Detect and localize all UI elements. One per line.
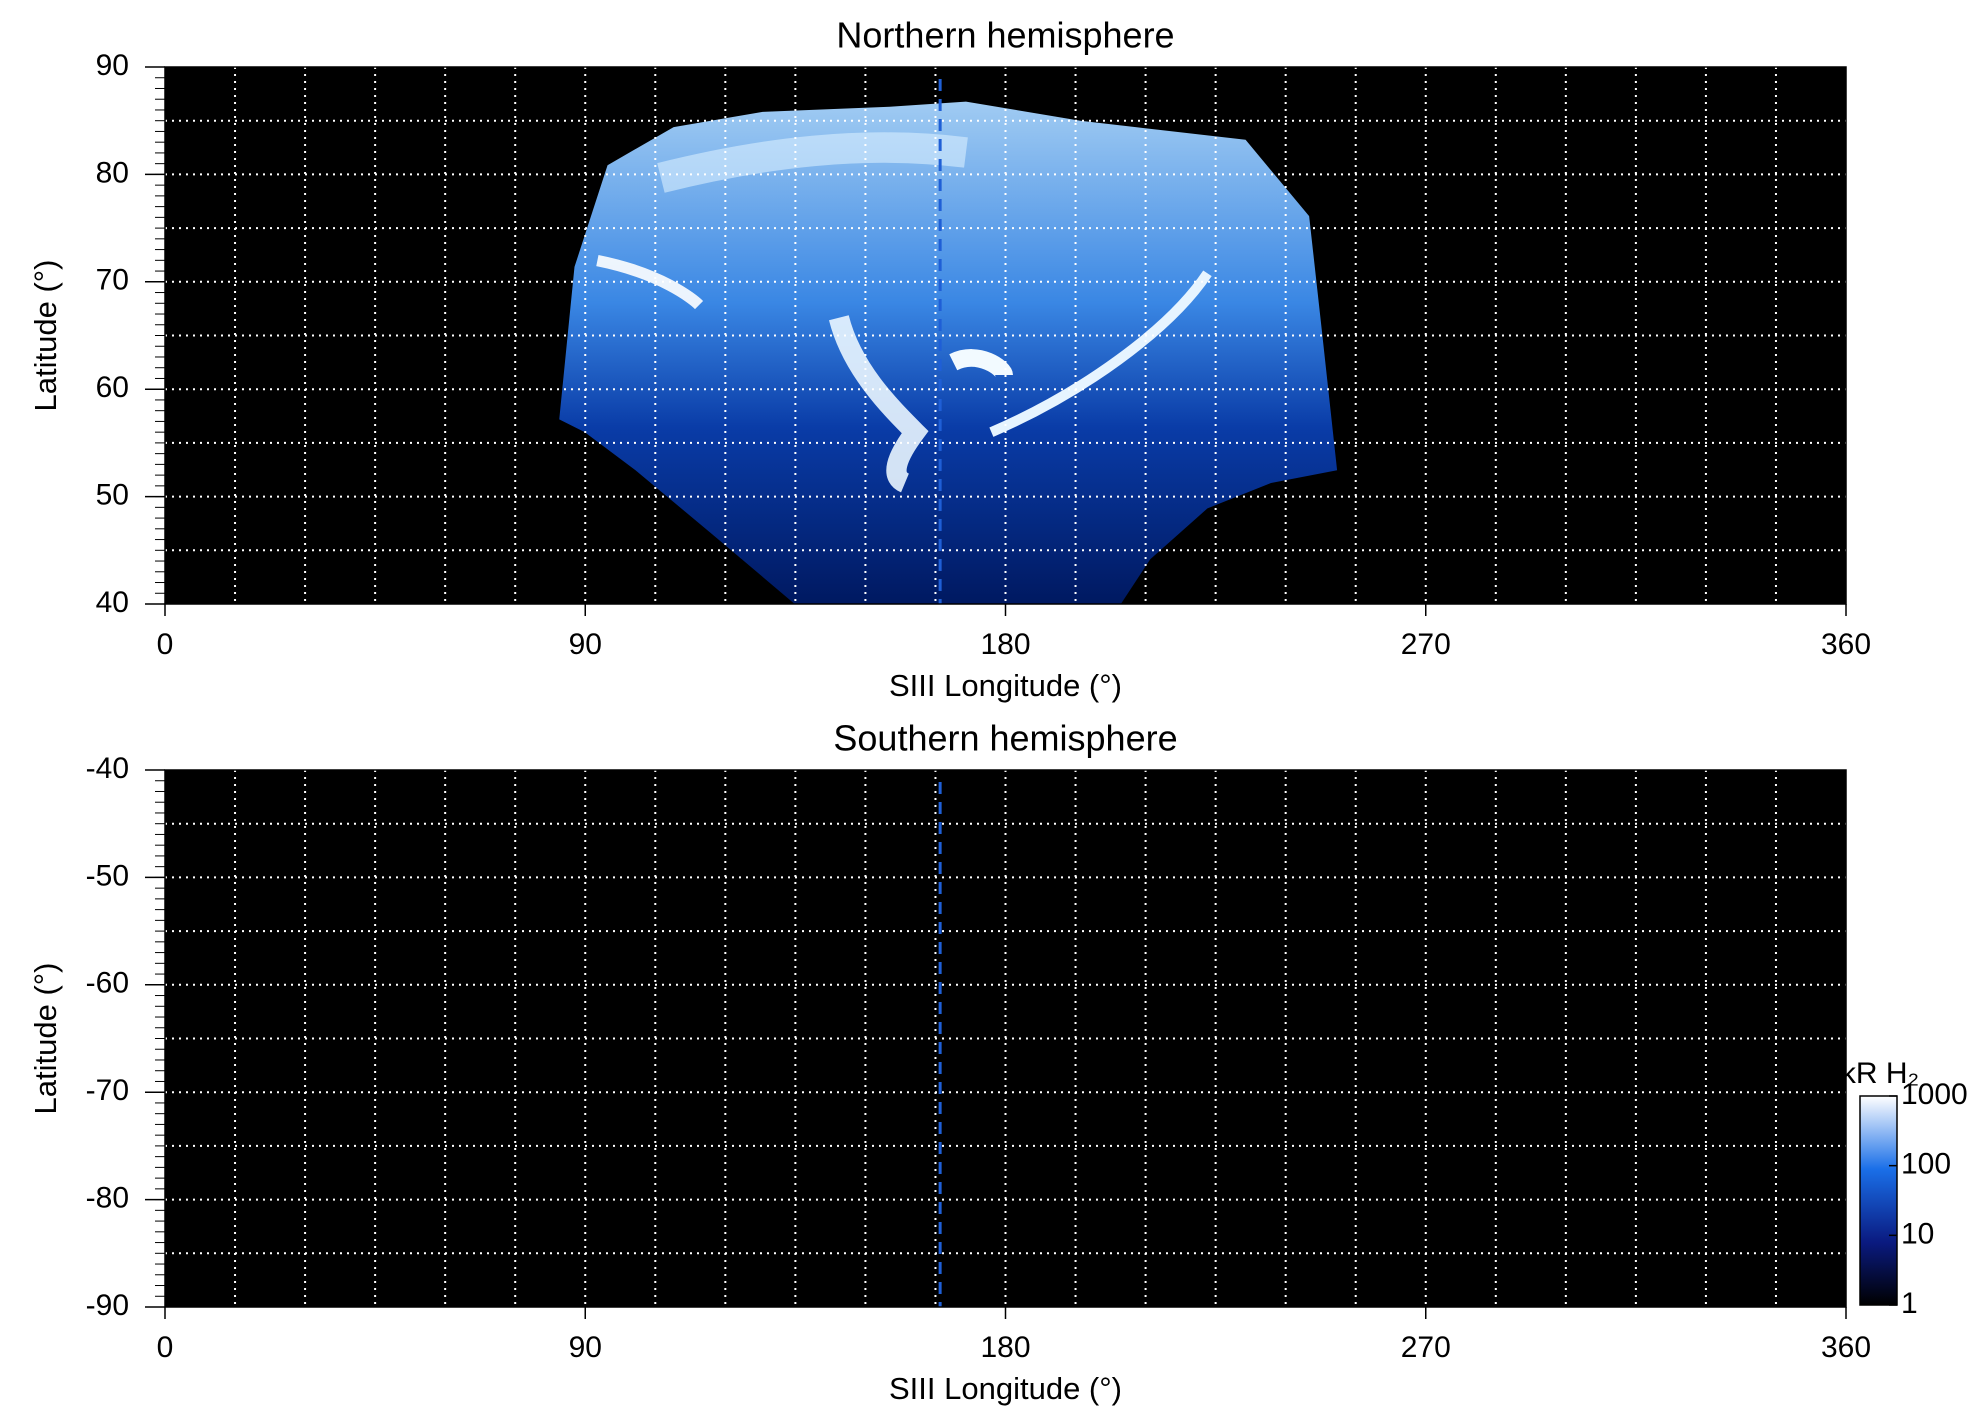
x-tick-label: 180 [980, 1331, 1030, 1364]
y-tick-label: -60 [86, 967, 129, 1000]
colorbar-tick-label: 1 [1901, 1287, 1918, 1320]
y-tick-label: -40 [86, 752, 129, 785]
x-axis-label: SIII Longitude (°) [889, 1371, 1122, 1406]
colorbar-label: kR H₂ [1841, 1057, 1919, 1090]
x-tick-label: 360 [1821, 1331, 1871, 1364]
x-tick-label: 270 [1401, 628, 1451, 661]
colorbar-tick-label: 1000 [1901, 1078, 1968, 1111]
colorbar-tick-label: 10 [1901, 1217, 1934, 1250]
y-tick-label: 90 [96, 49, 129, 82]
y-tick-label: 40 [96, 586, 129, 619]
y-tick-label: -90 [86, 1289, 129, 1322]
x-tick-label: 270 [1401, 1331, 1451, 1364]
x-tick-label: 0 [157, 628, 174, 661]
y-tick-label: 50 [96, 479, 129, 512]
chart-title: Southern hemisphere [833, 718, 1177, 759]
colorbar-tick-label: 100 [1901, 1148, 1951, 1181]
x-axis-label: SIII Longitude (°) [889, 668, 1122, 703]
y-tick-label: -50 [86, 859, 129, 892]
y-tick-label: -70 [86, 1074, 129, 1107]
x-tick-label: 360 [1821, 628, 1871, 661]
chart-title: Northern hemisphere [836, 15, 1174, 56]
x-tick-label: 90 [569, 628, 602, 661]
x-tick-label: 90 [569, 1331, 602, 1364]
y-axis-label: Latitude (°) [28, 963, 63, 1115]
y-axis-label: Latitude (°) [28, 260, 63, 412]
y-tick-label: 70 [96, 264, 129, 297]
x-tick-label: 0 [157, 1331, 174, 1364]
y-tick-label: 60 [96, 371, 129, 404]
y-tick-label: -80 [86, 1182, 129, 1215]
x-tick-label: 180 [980, 628, 1030, 661]
y-tick-label: 80 [96, 156, 129, 189]
colorbar [1859, 1095, 1898, 1306]
